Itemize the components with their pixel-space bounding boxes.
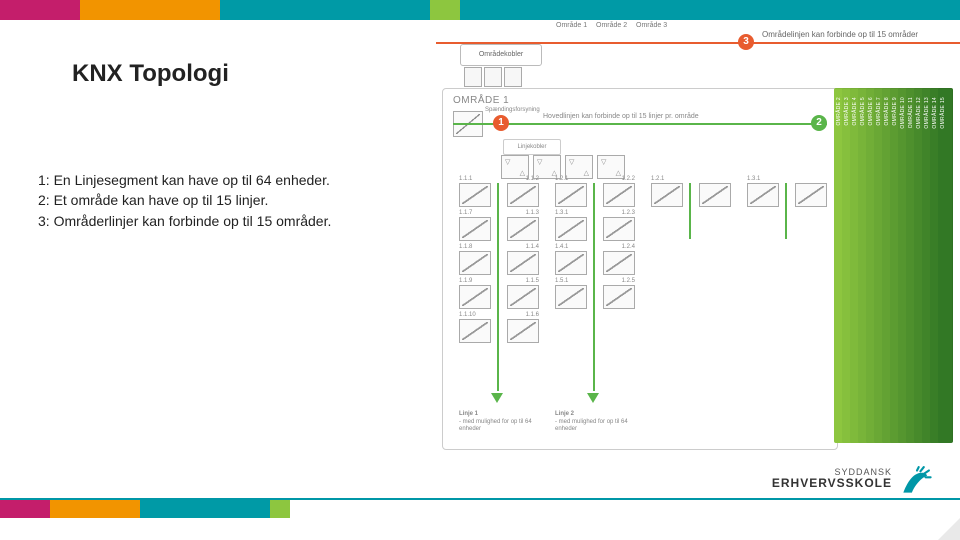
- main-line-caption: Hovedlinjen kan forbinde op til 15 linje…: [543, 113, 699, 120]
- badge-1: 1: [493, 115, 509, 131]
- area-couplers: [464, 67, 522, 87]
- area-tab-1: Område 1: [556, 22, 587, 29]
- legend-line-3: 3: Områderlinjer kan forbinde op til 15 …: [38, 211, 398, 231]
- line-column: 1.3.1: [741, 183, 833, 439]
- area-coupler-label-box: Områdekobler: [460, 44, 542, 66]
- stack-area: OMRÅDE 15: [938, 88, 953, 443]
- area-line-caption: Områdelinjen kan forbinde op til 15 områ…: [762, 30, 918, 39]
- legend-line-1: 1: En Linjesegment kan have op til 64 en…: [38, 170, 398, 190]
- line-column: 1.2.11.2.21.3.11.2.31.4.11.2.41.5.11.2.5…: [549, 183, 641, 439]
- badge-3: 3: [738, 34, 754, 50]
- line-column: 1.2.1: [645, 183, 737, 439]
- topology-diagram: 3 Områdelinjen kan forbinde op til 15 om…: [436, 18, 960, 456]
- area-1-box: OMRÅDE 1 Spændingsforsyning Hovedlinjen …: [442, 88, 838, 450]
- legend-text: 1: En Linjesegment kan have op til 64 en…: [38, 170, 398, 231]
- psu-label: Spændingsforsyning: [485, 107, 540, 113]
- logo-hand-icon: [900, 462, 934, 496]
- badge-2: 2: [811, 115, 827, 131]
- bottom-color-bar: [0, 500, 960, 518]
- line-coupler-label: Linjekobler: [503, 139, 561, 155]
- area-1-title: OMRÅDE 1: [453, 95, 509, 106]
- logo-line-2: ERHVERVSSKOLE: [772, 477, 892, 490]
- line-column: 1.1.11.1.21.1.71.1.31.1.81.1.41.1.91.1.5…: [453, 183, 545, 439]
- page-title: KNX Topologi: [72, 60, 229, 88]
- area-tab-2: Område 2: [596, 22, 627, 29]
- area-tab-3: Område 3: [636, 22, 667, 29]
- school-logo: SYDDANSK ERHVERVSSKOLE: [772, 462, 934, 496]
- legend-line-2: 2: Et område kan have op til 15 linjer.: [38, 190, 398, 210]
- main-line: [453, 123, 827, 125]
- page-corner-fold: [938, 518, 960, 540]
- top-color-bar: [0, 0, 960, 20]
- line-columns: 1.1.11.1.21.1.71.1.31.1.81.1.41.1.91.1.5…: [453, 183, 827, 439]
